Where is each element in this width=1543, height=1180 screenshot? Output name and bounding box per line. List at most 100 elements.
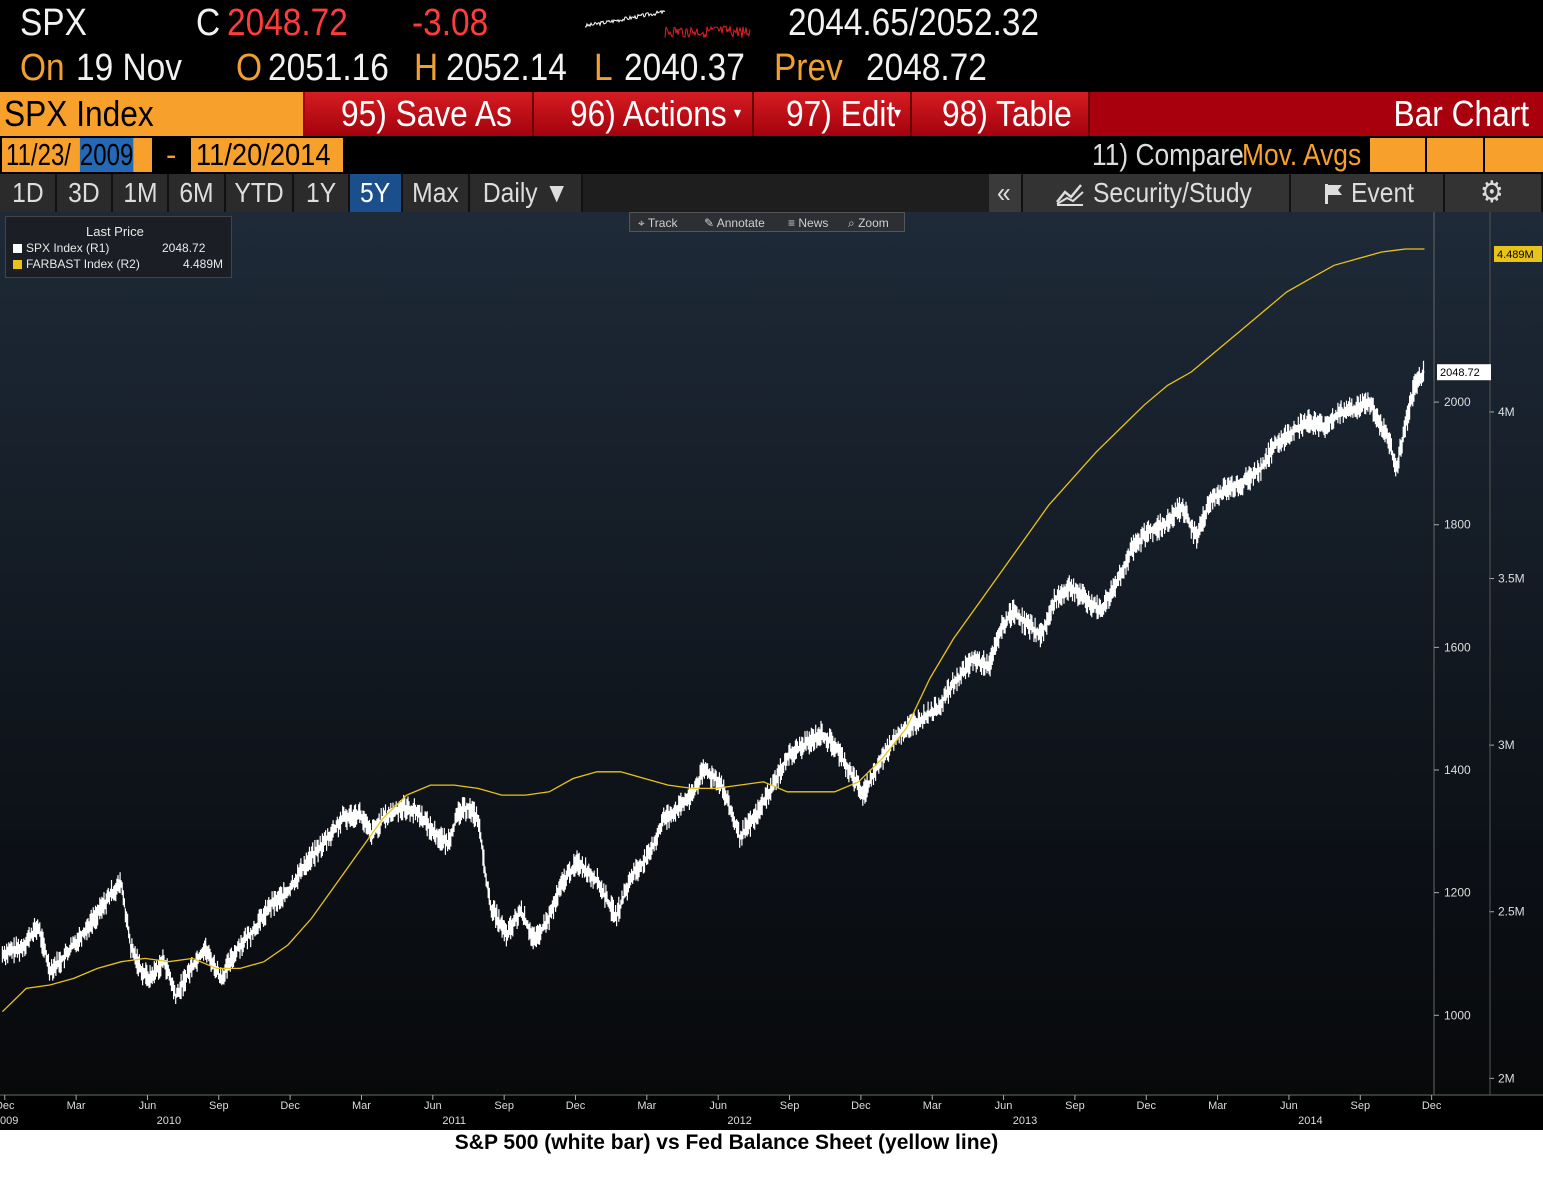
magnifier-icon: ⌕ (848, 216, 855, 230)
x-tick-label: Jun (139, 1100, 157, 1112)
end-date-field[interactable]: 11/20/2014 (191, 138, 343, 172)
security-study-button[interactable]: Security/Study (1023, 174, 1291, 212)
open-price: 2051.16 (268, 47, 389, 89)
spx-price-line (2, 371, 1425, 999)
legend-title: Last Price (86, 224, 144, 239)
y2-tick-label: 4M (1498, 405, 1515, 419)
net-change: -3.08 (412, 2, 489, 44)
x-tick-label: Sep (1350, 1100, 1370, 1112)
period-3d[interactable]: 3D (57, 174, 113, 212)
track-tool[interactable]: ⌖ Track (638, 216, 678, 230)
x-tick-label: Dec (0, 1100, 15, 1112)
y1-tick-label: 1400 (1444, 763, 1471, 777)
y1-tick-label: 2000 (1444, 395, 1471, 409)
open-label: O (236, 47, 263, 89)
period-max[interactable]: Max (403, 174, 470, 212)
study-slot-1[interactable] (1370, 138, 1425, 172)
year-label: 2012 (727, 1115, 751, 1127)
start-date-field[interactable]: 11/23/2009 (2, 138, 152, 172)
x-tick-label: Sep (780, 1100, 800, 1112)
prev-price: 2048.72 (866, 47, 987, 89)
study-slot-2[interactable] (1427, 138, 1483, 172)
sparkline-history (585, 9, 666, 28)
low-label: L (594, 47, 613, 89)
close-price: 2048.72 (227, 2, 348, 44)
price-chart[interactable]: 1000 1200 1400 1600 1800 2000 2M 2.5M 3M 3.5M 4M De… (0, 212, 1543, 1130)
edit-label: 97) Edit (786, 93, 896, 134)
x-tick-label: Sep (209, 1100, 229, 1112)
edit-menu-button[interactable]: 97) Edit ▾ (754, 92, 912, 136)
sparkline-today (664, 25, 751, 39)
actions-label: 96) Actions (570, 93, 727, 134)
year-label: 2013 (1013, 1115, 1037, 1127)
x-tick-label: Dec (566, 1100, 586, 1112)
close-label: C (196, 2, 221, 44)
period-5y[interactable]: 5Y (350, 174, 403, 212)
year-label: 2014 (1298, 1115, 1322, 1127)
low-price: 2040.37 (624, 47, 745, 89)
frequency-dropdown[interactable]: Daily ▼ (470, 174, 583, 212)
fed-last-label: 4.489M (1497, 249, 1534, 261)
chart-lines-icon (1056, 184, 1084, 206)
y1-tick-label: 1000 (1444, 1008, 1471, 1022)
mov-avgs-button[interactable]: Mov. Avgs (1242, 137, 1362, 172)
annotate-tool[interactable]: ✎ Annotate (704, 216, 765, 230)
x-tick-label: Jun (995, 1100, 1013, 1112)
table-button[interactable]: 98) Table (912, 92, 1090, 136)
y1-tick-label: 1200 (1444, 886, 1471, 900)
x-tick-label: Mar (67, 1100, 86, 1112)
pencil-icon: ✎ (704, 216, 715, 230)
y2-tick-label: 2.5M (1498, 905, 1525, 919)
start-date-prefix: 11/23/ (6, 137, 71, 172)
y2-tick-label: 2M (1498, 1071, 1515, 1085)
period-6m[interactable]: 6M (169, 174, 226, 212)
period-ytd[interactable]: YTD (226, 174, 294, 212)
x-tick-label: Mar (923, 1100, 942, 1112)
news-tool[interactable]: ≡ News (788, 216, 829, 230)
security-name: SPX Index (4, 93, 154, 134)
save-as-label: 95) Save As (341, 93, 512, 134)
legend-item-farbast: FARBAST Index (R2) (13, 257, 140, 271)
crosshair-icon: ⌖ (638, 216, 645, 230)
legend-farbast-name: FARBAST Index (R2) (26, 257, 140, 271)
legend-farbast-value: 4.489M (183, 257, 224, 271)
chart-area (0, 212, 1543, 1130)
prev-label: Prev (774, 47, 843, 89)
period-1y[interactable]: 1Y (294, 174, 350, 212)
x-tick-label: Dec (851, 1100, 871, 1112)
legend-spx-name: SPX Index (R1) (26, 241, 110, 255)
spx-last-label: 2048.72 (1440, 367, 1480, 379)
fed-balance-line (1, 248, 1425, 1013)
ticker-symbol: SPX (20, 2, 87, 44)
legend-swatch-spx (13, 244, 22, 253)
period-1m[interactable]: 1M (113, 174, 169, 212)
x-tick-label: Dec (1136, 1100, 1156, 1112)
compare-button[interactable]: 11) Compare (1092, 137, 1244, 172)
edit-caret-icon: ▾ (894, 105, 902, 122)
high-label: H (414, 47, 439, 89)
x-tick-label: Mar (1208, 1100, 1227, 1112)
year-label: 009 (0, 1115, 18, 1127)
gear-icon: ⚙ (1479, 176, 1504, 209)
start-date-year: 2009 (79, 137, 134, 172)
legend-swatch-farbast (13, 260, 22, 269)
spx-last-flag (1437, 364, 1491, 381)
save-as-button[interactable]: 95) Save As (305, 92, 534, 136)
x-tick-label: Mar (637, 1100, 656, 1112)
y1-tick-label: 1600 (1444, 640, 1471, 654)
period-1d[interactable]: 1D (0, 174, 57, 212)
chart-legend: Last Price SPX Index (R1) 2048.72 FARBAS… (5, 216, 232, 278)
y2-tick-label: 3M (1498, 738, 1515, 752)
study-slot-3[interactable] (1485, 138, 1543, 172)
x-tick-label: Jun (709, 1100, 727, 1112)
settings-button[interactable]: ⚙ (1445, 174, 1543, 212)
x-tick-label: Sep (494, 1100, 514, 1112)
collapse-button[interactable]: « (989, 174, 1023, 212)
legend-spx-value: 2048.72 (162, 241, 206, 255)
event-button[interactable]: Event (1291, 174, 1445, 212)
security-field[interactable]: SPX Index (0, 92, 303, 136)
zoom-tool[interactable]: ⌕ Zoom (848, 216, 889, 230)
actions-menu-button[interactable]: 96) Actions ▾ (534, 92, 754, 136)
x-tick-label: Jun (1280, 1100, 1298, 1112)
y2-tick-label: 3.5M (1498, 572, 1525, 586)
